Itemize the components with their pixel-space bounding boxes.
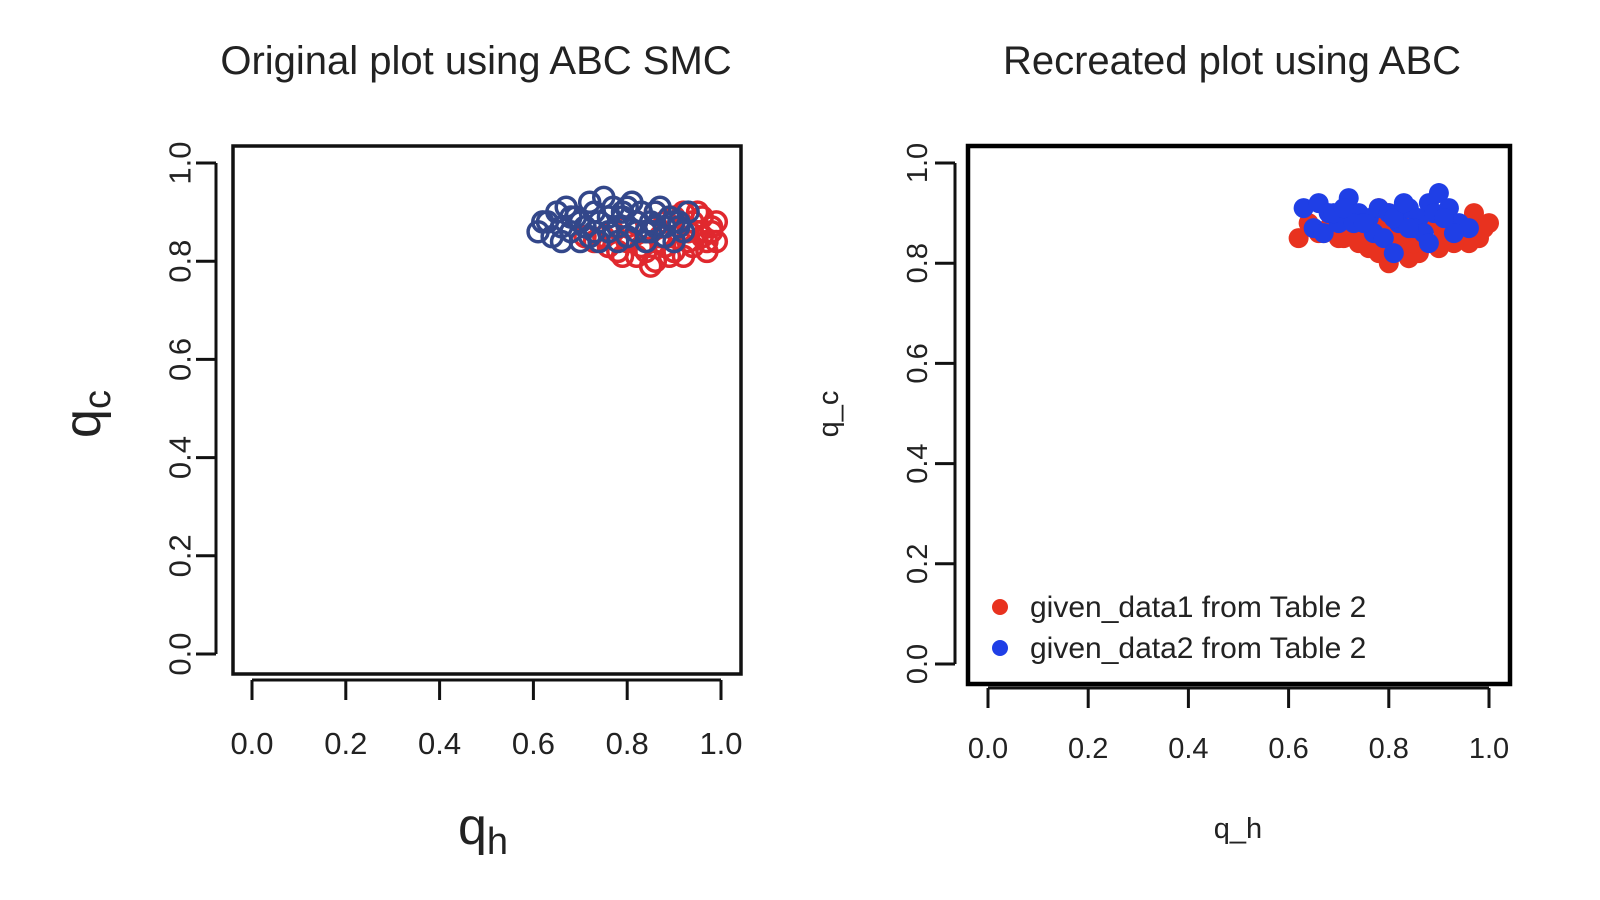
left-series-1-point xyxy=(685,200,710,224)
right-series-2-point xyxy=(1383,208,1404,229)
left-series-2-point xyxy=(582,219,607,244)
left-plot-frame xyxy=(231,144,743,676)
right-series-1-point xyxy=(1288,228,1309,249)
left-y-tick-label: 0.2 xyxy=(163,534,198,577)
left-y-tick-label: 1.0 xyxy=(163,141,198,184)
right-series-1-point xyxy=(1473,218,1494,239)
right-y-tick-label: 0.6 xyxy=(902,343,934,383)
left-x-axis-label: qh xyxy=(458,798,508,863)
right-series-2-point xyxy=(1383,243,1404,264)
left-x-tick-label: 0.6 xyxy=(512,726,555,761)
left-series-2-point xyxy=(531,210,555,234)
left-series-2-point xyxy=(667,210,691,234)
right-plot-axes: 0.0 0.2 0.4 0.6 0.8 1.0 0.0 0.2 0.4 0.6 0.8 1.0 xyxy=(902,143,1509,765)
right-plot-frame xyxy=(965,143,1513,687)
legend-label-series-2: given_data2 from Table 2 xyxy=(1030,632,1366,665)
right-y-axis-label: q_c xyxy=(813,391,845,438)
right-series-2-point xyxy=(1333,198,1354,219)
left-x-tick-label: 0.4 xyxy=(418,726,461,761)
right-x-tick-label: 0.0 xyxy=(968,733,1008,765)
right-x-tick-label: 0.2 xyxy=(1068,733,1108,765)
right-series-2-point xyxy=(1433,208,1454,229)
left-y-tick-label: 0.4 xyxy=(163,436,198,479)
left-x-tick-label: 0.2 xyxy=(324,726,367,761)
legend-label-series-1: given_data1 from Table 2 xyxy=(1030,591,1366,624)
left-x-tick-label: 0.0 xyxy=(230,726,273,761)
right-series-2-point xyxy=(1428,183,1449,204)
right-series-2-point xyxy=(1458,218,1479,239)
right-plot-points xyxy=(1288,183,1499,274)
right-y-tick-label: 0.8 xyxy=(902,243,934,283)
left-series-2-point xyxy=(596,205,621,229)
left-series-1-point xyxy=(699,215,724,239)
left-series-2-point xyxy=(638,219,663,244)
left-series-1-point xyxy=(704,229,729,254)
left-y-tick-label: 0.0 xyxy=(163,632,198,675)
legend-marker-series-1 xyxy=(992,599,1008,615)
right-series-2-point xyxy=(1418,233,1439,254)
left-series-2-point xyxy=(577,190,602,215)
left-plot-points xyxy=(526,185,729,278)
left-series-2-point xyxy=(652,215,677,239)
left-y-tick-label: 0.8 xyxy=(163,240,198,283)
left-series-1-point xyxy=(638,254,663,278)
left-series-2-point xyxy=(559,205,583,229)
left-plot-axes: 0.0 0.2 0.4 0.6 0.8 1.0 0.0 0.2 0.4 0.6 0.8 1.0 xyxy=(163,141,743,761)
left-series-2-point xyxy=(615,195,639,219)
right-y-tick-label: 0.2 xyxy=(902,544,934,584)
right-y-tick-label: 0.4 xyxy=(902,443,934,483)
left-y-axis-label: qc xyxy=(54,390,119,438)
left-plot: Original plot using ABC SMC 0.0 0.2 0.4 0.6… xyxy=(54,39,743,863)
right-x-tick-label: 0.4 xyxy=(1168,733,1208,765)
left-series-2-point xyxy=(606,229,630,254)
right-y-tick-label: 0.0 xyxy=(902,644,934,684)
right-plot: Recreated plot using ABC 0.0 0.2 0.4 0.6 0.8… xyxy=(813,39,1513,845)
right-y-tick-label: 1.0 xyxy=(902,143,934,183)
right-series-2-point xyxy=(1393,193,1414,214)
right-x-tick-label: 0.6 xyxy=(1268,733,1308,765)
right-series-1-point xyxy=(1463,203,1484,224)
right-series-2-point xyxy=(1353,213,1374,234)
left-plot-title: Original plot using ABC SMC xyxy=(220,39,731,83)
left-y-tick-label: 0.6 xyxy=(163,338,198,381)
right-series-2-point xyxy=(1373,228,1394,249)
legend: given_data1 from Table 2 given_data2 fro… xyxy=(992,591,1366,665)
left-series-2-point xyxy=(610,200,635,224)
right-series-1-point xyxy=(1333,228,1354,249)
right-plot-title: Recreated plot using ABC xyxy=(1003,39,1461,83)
right-x-tick-label: 1.0 xyxy=(1469,733,1509,765)
right-series-2-point xyxy=(1398,218,1419,239)
left-x-tick-label: 1.0 xyxy=(699,726,742,761)
right-x-axis-label: q_h xyxy=(1214,813,1262,845)
legend-marker-series-2 xyxy=(992,640,1008,656)
right-series-2-point xyxy=(1443,223,1464,244)
left-x-tick-label: 0.8 xyxy=(606,726,649,761)
right-series-2-point xyxy=(1313,223,1334,244)
right-series-2-point xyxy=(1293,198,1314,219)
right-x-tick-label: 0.8 xyxy=(1369,733,1409,765)
